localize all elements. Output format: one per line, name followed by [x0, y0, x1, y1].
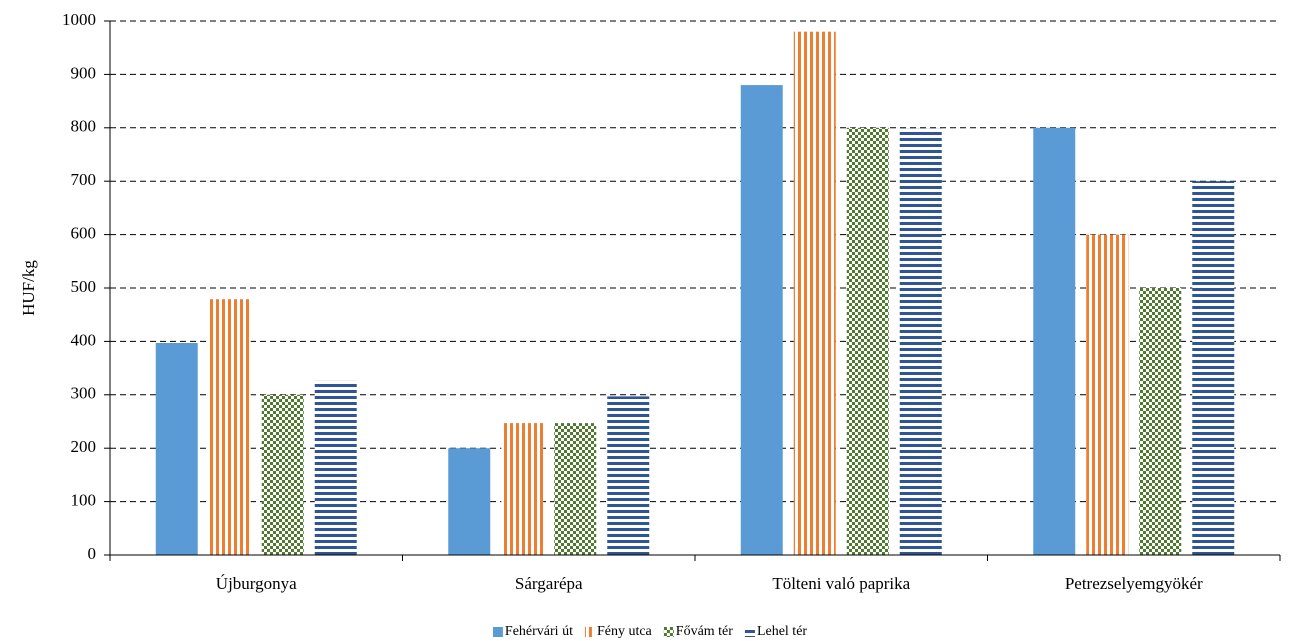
x-tick-label: Petrezselyemgyökér [1065, 574, 1203, 593]
legend-swatch [492, 627, 503, 637]
y-tick-label: 800 [71, 117, 97, 136]
legend-label: Fővám tér [676, 624, 733, 639]
y-tick-label: 700 [71, 170, 97, 189]
legend: Fehérvári út Fény utca Fővám tér Lehel tér [492, 624, 807, 639]
y-tick-label: 400 [71, 330, 97, 349]
bar [155, 343, 198, 555]
y-tick-label: 0 [88, 544, 97, 563]
bar [1033, 127, 1076, 556]
legend-swatch [744, 627, 755, 637]
bar [501, 423, 544, 555]
bar [846, 127, 889, 556]
bar [208, 299, 251, 555]
legend-swatch [584, 627, 595, 637]
x-tick-label: Újburgonya [216, 574, 297, 593]
legend-swatch [663, 627, 674, 637]
y-tick-label: 200 [71, 437, 97, 456]
y-axis-label: HUF/kg [19, 260, 38, 316]
legend-label: Lehel tér [757, 624, 807, 639]
y-tick-label: 900 [71, 63, 97, 82]
y-tick-label: 300 [71, 384, 97, 403]
bar [448, 448, 491, 555]
bar [1139, 288, 1182, 555]
legend-label: Fény utca [597, 624, 653, 639]
y-tick-label: 1000 [62, 10, 96, 29]
legend-label: Fehérvári út [505, 624, 573, 639]
bar [1086, 234, 1129, 555]
bar [899, 128, 942, 556]
bar [261, 394, 304, 555]
bar [607, 396, 650, 555]
y-tick-label: 500 [71, 277, 97, 296]
bar [740, 85, 783, 555]
x-tick-label: Sárgarépa [515, 574, 583, 593]
bar [793, 31, 836, 556]
y-tick-label: 100 [71, 491, 97, 510]
x-tick-label: Tölteni való paprika [772, 574, 910, 593]
y-tick-label: 600 [71, 224, 97, 243]
bar [554, 423, 597, 555]
bar [1192, 181, 1235, 555]
bar [314, 380, 357, 555]
